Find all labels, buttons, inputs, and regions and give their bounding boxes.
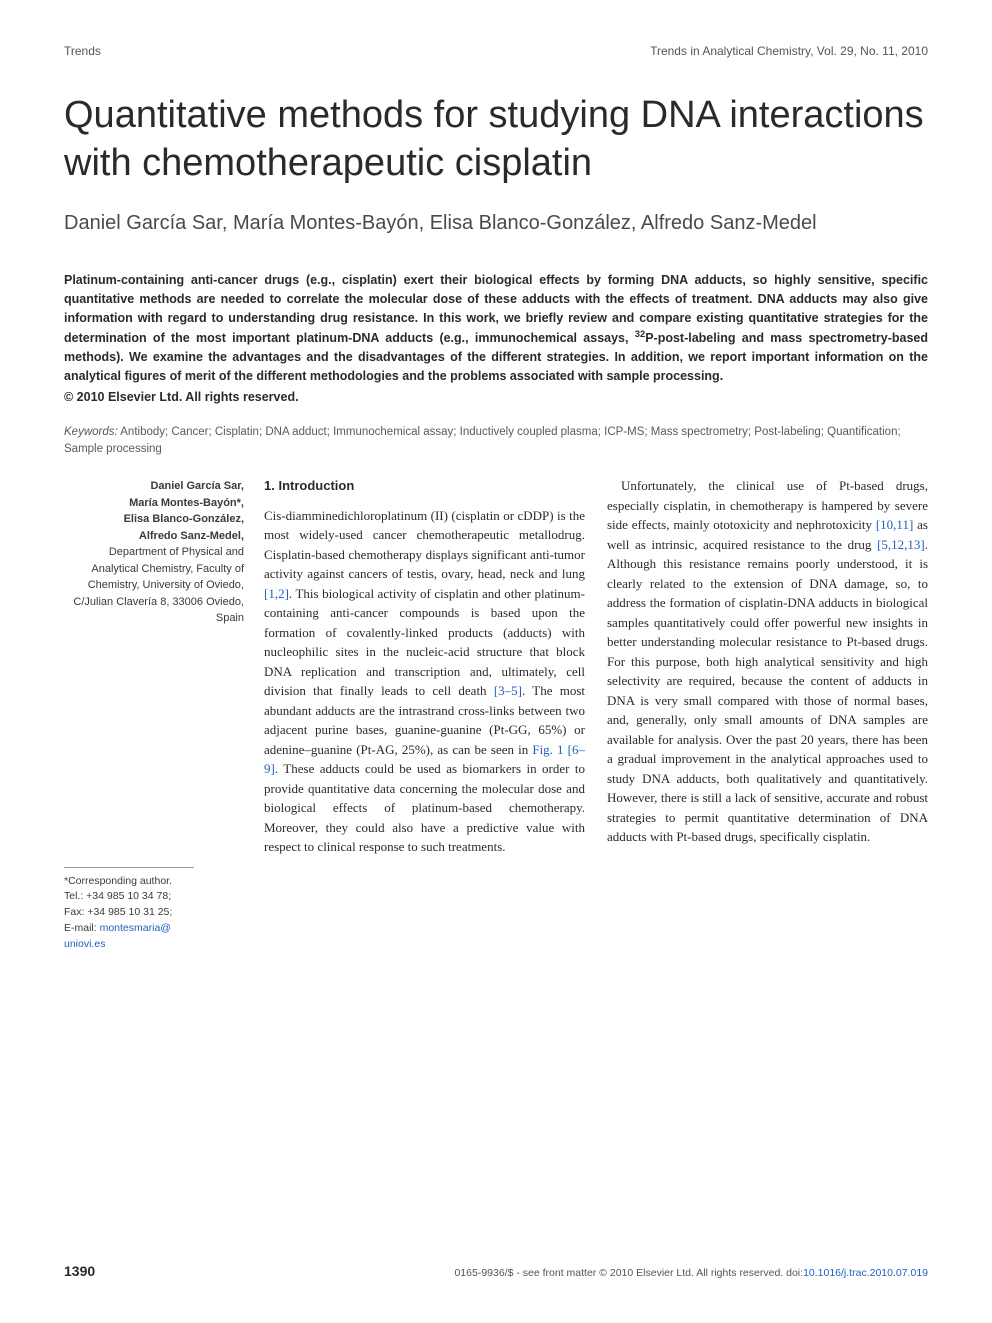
corresponding-email-label: E-mail: xyxy=(64,922,100,934)
p1-seg-b: . This biological activity of cisplatin … xyxy=(264,586,585,699)
abstract-superscript: 32 xyxy=(635,329,645,339)
p1-seg-d: . These adducts could be used as biomark… xyxy=(264,761,585,854)
keywords-block: Keywords: Antibody; Cancer; Cisplatin; D… xyxy=(64,424,928,459)
citation-5-12-13[interactable]: [5,12,13] xyxy=(877,537,925,552)
keywords-list: Antibody; Cancer; Cisplatin; DNA adduct;… xyxy=(64,426,901,455)
header-right: Trends in Analytical Chemistry, Vol. 29,… xyxy=(650,44,928,58)
citation-3-5[interactable]: [3–5] xyxy=(494,683,522,698)
footer-rights: 0165-9936/$ - see front matter © 2010 El… xyxy=(454,1267,928,1279)
affil-author-4: Alfredo Sanz-Medel, xyxy=(64,528,244,545)
affil-author-1: Daniel García Sar, xyxy=(64,478,244,495)
body-text-columns: 1. Introduction Cis-diamminedichloroplat… xyxy=(264,476,928,952)
corresponding-fax: Fax: +34 985 10 31 25; xyxy=(64,905,194,921)
page-footer: 1390 0165-9936/$ - see front matter © 20… xyxy=(64,1263,928,1279)
paragraph-1: Cis-diamminedichloroplatinum (II) (cispl… xyxy=(264,506,585,857)
p2-seg-c: . Although this resistance remains poorl… xyxy=(607,537,928,845)
affiliation-sidebar: Daniel García Sar, María Montes-Bayón*, … xyxy=(64,476,244,952)
corresponding-tel: Tel.: +34 985 10 34 78; xyxy=(64,889,194,905)
footer-doi[interactable]: 10.1016/j.trac.2010.07.019 xyxy=(803,1267,928,1279)
footer-rights-text: 0165-9936/$ - see front matter © 2010 El… xyxy=(454,1267,803,1279)
corresponding-email-row: E-mail: montesmaria@ uniovi.es xyxy=(64,921,194,953)
affil-author-3: Elisa Blanco-González, xyxy=(64,511,244,528)
header-left: Trends xyxy=(64,44,101,58)
corresponding-author-block: *Corresponding author. Tel.: +34 985 10 … xyxy=(64,867,194,953)
authors-line: Daniel García Sar, María Montes-Bayón, E… xyxy=(64,209,928,237)
article-title: Quantitative methods for studying DNA in… xyxy=(64,92,928,187)
running-header: Trends Trends in Analytical Chemistry, V… xyxy=(64,44,928,58)
page-number: 1390 xyxy=(64,1263,95,1279)
p1-seg-a: Cis-diamminedichloroplatinum (II) (cispl… xyxy=(264,508,585,582)
copyright-line: © 2010 Elsevier Ltd. All rights reserved… xyxy=(64,390,928,404)
corresponding-label: *Corresponding author. xyxy=(64,874,194,890)
section-1-heading: 1. Introduction xyxy=(264,476,585,496)
abstract: Platinum-containing anti-cancer drugs (e… xyxy=(64,271,928,386)
paragraph-2: Unfortunately, the clinical use of Pt-ba… xyxy=(607,476,928,847)
affil-dept: Department of Physical and Analytical Ch… xyxy=(64,544,244,627)
keywords-label: Keywords: xyxy=(64,426,118,438)
affil-author-2: María Montes-Bayón*, xyxy=(64,495,244,512)
citation-10-11[interactable]: [10,11] xyxy=(876,517,913,532)
main-content: Daniel García Sar, María Montes-Bayón*, … xyxy=(64,476,928,952)
citation-1-2[interactable]: [1,2] xyxy=(264,586,289,601)
